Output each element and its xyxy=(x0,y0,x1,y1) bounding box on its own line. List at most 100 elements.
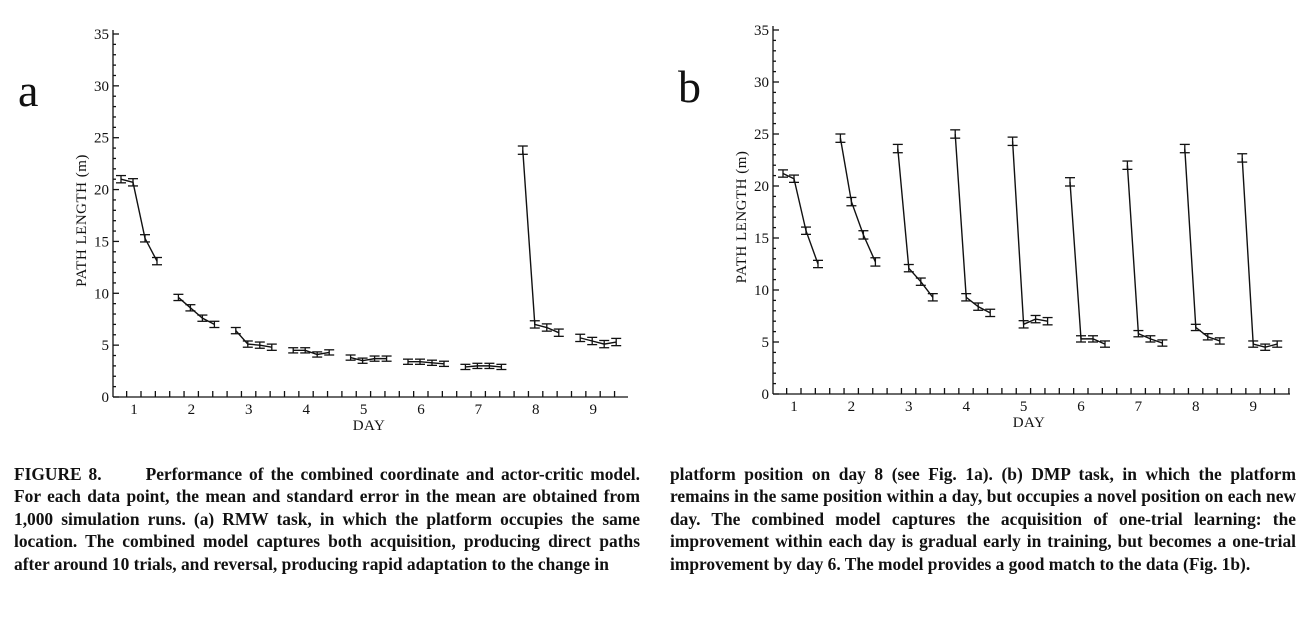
y-tick-label: 15 xyxy=(754,231,769,247)
data-point xyxy=(152,256,162,266)
chart-panel-a: a 0 5 10 15 20 25 30 35 1 2 3 4 5 6 7 8 9 DAY PATH LENGTH (… xyxy=(0,0,650,450)
data-point xyxy=(288,347,299,354)
data-point xyxy=(381,355,392,362)
data-point xyxy=(575,333,586,343)
data-point xyxy=(185,304,196,312)
series-line xyxy=(465,365,502,368)
data-point xyxy=(858,230,869,240)
day-3-series xyxy=(230,326,277,351)
data-point xyxy=(173,293,184,302)
y-axis-title: PATH LENGTH (m) xyxy=(74,154,90,287)
series-line xyxy=(1241,157,1278,348)
series-line xyxy=(782,172,819,265)
day-5-series xyxy=(1007,136,1053,329)
data-point xyxy=(472,362,483,370)
x-tick-label: 9 xyxy=(589,402,597,418)
data-point xyxy=(1076,335,1086,343)
series-line xyxy=(522,150,560,334)
y-tick-label: 25 xyxy=(94,131,109,147)
x-axis-title: DAY xyxy=(1013,415,1046,431)
data-point xyxy=(128,178,138,187)
data-point xyxy=(1248,340,1259,348)
data-point xyxy=(789,174,799,184)
data-point xyxy=(846,196,857,207)
day-2-series xyxy=(835,133,881,267)
data-point xyxy=(1202,333,1213,341)
day-8-series xyxy=(1179,143,1225,345)
data-point xyxy=(1190,323,1201,332)
day-1-series xyxy=(116,174,162,266)
data-point xyxy=(496,363,507,371)
data-point xyxy=(484,362,495,370)
y-tick-label: 20 xyxy=(754,179,769,195)
day-8-series xyxy=(517,145,564,337)
data-point xyxy=(870,257,881,267)
series-line xyxy=(954,133,991,314)
panel-letter: b xyxy=(678,61,701,112)
x-tick-label: 8 xyxy=(1192,399,1200,415)
y-tick-label: 30 xyxy=(94,79,109,95)
series-line xyxy=(235,330,272,348)
y-tick-label: 0 xyxy=(762,387,770,403)
series-line xyxy=(293,349,330,356)
y-tick-label: 10 xyxy=(94,286,109,302)
data-point xyxy=(254,341,265,349)
data-point xyxy=(892,143,903,154)
data-point xyxy=(209,320,220,329)
caption-text-right: platform position on day 8 (see Fig. 1a)… xyxy=(670,464,1296,574)
path-length-chart-a: a 0 5 10 15 20 25 30 35 1 2 3 4 5 6 7 8 9 DAY PATH LENGTH (… xyxy=(18,27,628,434)
path-length-chart-b: b 0 5 10 15 20 25 30 35 1 2 3 4 5 6 7 8 9 DAY PATH LENGTH (… xyxy=(678,23,1290,431)
data-point xyxy=(541,323,552,332)
figure-caption-right: platform position on day 8 (see Fig. 1a)… xyxy=(670,463,1296,575)
data-point xyxy=(927,292,938,302)
data-point xyxy=(903,263,914,273)
data-point xyxy=(345,354,356,361)
data-point xyxy=(835,133,846,143)
day-3-series xyxy=(892,143,938,302)
day-7-series xyxy=(1122,160,1168,347)
data-point xyxy=(611,337,622,347)
data-point xyxy=(553,328,564,337)
series-line xyxy=(1184,148,1221,342)
x-tick-label: 6 xyxy=(1077,399,1085,415)
day-7-series xyxy=(460,362,507,371)
x-tick-label: 8 xyxy=(532,402,540,418)
x-tick-label: 6 xyxy=(417,402,425,418)
series-line xyxy=(1126,165,1163,344)
y-axis-title: PATH LENGTH (m) xyxy=(734,151,750,284)
x-tick-label: 9 xyxy=(1249,399,1257,415)
data-point xyxy=(1145,335,1156,343)
data-point xyxy=(415,358,425,365)
data-point xyxy=(1018,320,1029,329)
figure-label: FIGURE 8. xyxy=(14,464,102,484)
x-axis-title: DAY xyxy=(353,418,386,434)
y-tick-label: 5 xyxy=(102,338,110,354)
data-point xyxy=(1157,339,1168,347)
data-point xyxy=(517,145,528,155)
data-point xyxy=(1179,143,1190,154)
data-point xyxy=(324,349,335,356)
day-2-series xyxy=(173,293,220,329)
data-point xyxy=(1122,160,1133,171)
y-tick-label: 15 xyxy=(94,234,109,250)
x-tick-label: 1 xyxy=(790,399,798,415)
data-point xyxy=(427,359,437,367)
data-point xyxy=(369,355,380,362)
day-9-series xyxy=(1237,153,1283,351)
x-tick-label: 7 xyxy=(475,402,483,418)
y-tick-label: 5 xyxy=(762,335,770,351)
data-point xyxy=(460,363,471,371)
data-point xyxy=(1030,314,1041,324)
series-line xyxy=(1069,181,1106,345)
data-point xyxy=(357,357,368,364)
caption-text-left: Performance of the combined coordinate a… xyxy=(14,464,640,574)
x-tick-label: 3 xyxy=(245,402,253,418)
day-6-series xyxy=(1065,177,1110,348)
x-tick-label: 1 xyxy=(130,402,138,418)
y-tick-label: 35 xyxy=(94,27,109,43)
data-point xyxy=(242,340,253,348)
x-tick-label: 5 xyxy=(360,402,368,418)
data-point xyxy=(1065,177,1075,187)
series-line xyxy=(120,178,158,262)
day-5-series xyxy=(345,354,392,364)
